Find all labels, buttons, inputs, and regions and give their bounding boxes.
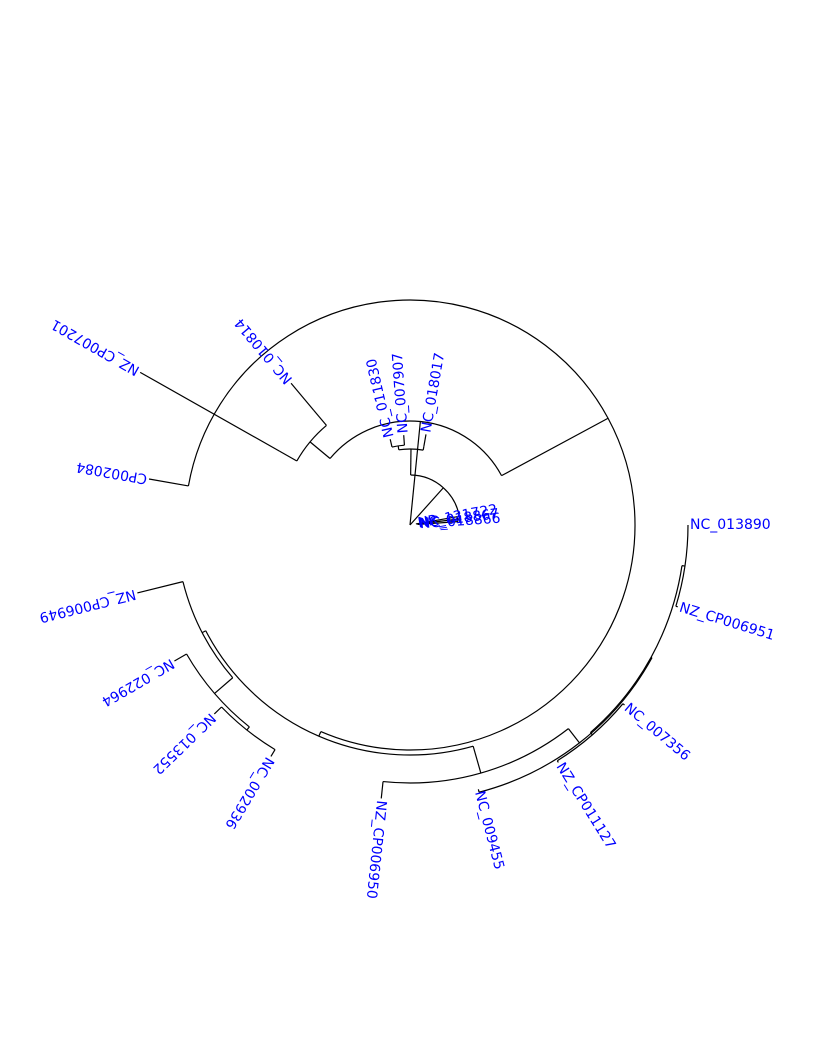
- branch-edge-53: [417, 521, 458, 526]
- leaf-label-nc-018866: NC_018866: [419, 511, 501, 533]
- branch-arc-1: [329, 420, 503, 476]
- leaf-labels: NC_013890 NZ_CP006951 NC_007356 NZ_CP011…: [38, 315, 777, 900]
- branch-edge-21: [213, 706, 222, 715]
- branch-edge-23: [472, 745, 482, 774]
- branch-edge-43: [397, 445, 400, 450]
- branch-edge-26: [567, 728, 580, 744]
- branch-arc-12: [205, 630, 474, 756]
- branch-edge-33: [556, 760, 559, 763]
- branch-edge-10: [148, 478, 189, 487]
- branch-arc-9: [187, 299, 636, 751]
- leaf-label-nz-cp006949: NZ_CP006949: [38, 586, 138, 625]
- branch-edge-5: [290, 382, 315, 411]
- branch-arc-27: [478, 657, 653, 793]
- branch-edge-28: [477, 789, 480, 793]
- branch-edge-13: [201, 630, 207, 634]
- branch-arc-44: [391, 444, 405, 448]
- branch-arc-36: [675, 524, 689, 607]
- branch-edge-18: [174, 653, 187, 662]
- leaf-label-nc-013890: NC_013890: [690, 517, 771, 533]
- branch-edge-16: [214, 677, 234, 694]
- leaf-label-nz-cp011127: NZ_CP011127: [553, 760, 619, 852]
- branch-edge-39: [409, 487, 444, 526]
- leaf-label-nc-018017: NC_018017: [418, 352, 448, 434]
- leaf-label-nc-007907: NC_007907: [390, 352, 412, 434]
- branch-edge-8: [501, 417, 609, 477]
- branch-edge-51: [415, 516, 458, 525]
- leaf-label-cp002084: CP002084: [75, 458, 148, 486]
- branch-arc-42: [398, 448, 424, 451]
- leaf-label-nz-cp006951: NZ_CP006951: [677, 600, 776, 644]
- branch-arc-20: [221, 706, 276, 751]
- leaf-label-nc-002936: NC_002936: [221, 754, 276, 831]
- branch-edge-6: [279, 450, 298, 462]
- branch-arc-14: [182, 581, 234, 679]
- branch-arc-40: [410, 474, 461, 519]
- leaf-label-nz-cp006950: NZ_CP006950: [363, 800, 389, 900]
- branch-edge-11: [318, 731, 322, 737]
- branch-arc-17: [186, 653, 250, 728]
- branch-edge-25: [380, 781, 384, 799]
- branch-edge-37: [675, 605, 678, 608]
- leaf-label-nz-cp007201: NZ_CP007201: [49, 316, 143, 379]
- branch-arc-30: [590, 565, 683, 734]
- branch-arc-32: [557, 703, 624, 762]
- branch-arc-24: [382, 728, 569, 784]
- branch-edge-34: [622, 703, 625, 706]
- leaf-label-nc-009455: NC_009455: [471, 789, 507, 871]
- branch-arc-3: [296, 424, 327, 462]
- leaf-label-nc-022964: NC_022964: [99, 655, 177, 709]
- branch-edge-15: [137, 581, 184, 594]
- branch-edge-47: [422, 446, 425, 451]
- branch-edge-7: [139, 371, 280, 452]
- leaf-label-nc-007356: NC_007356: [621, 700, 693, 764]
- branch-edge-0: [409, 421, 421, 526]
- tree-branches: [137, 299, 689, 799]
- branch-edge-19: [246, 726, 250, 731]
- branch-edge-48: [423, 434, 427, 447]
- leaf-label-nc-013552: NC_013552: [149, 710, 218, 778]
- branch-edge-4: [313, 409, 327, 426]
- branch-edge-52: [416, 518, 458, 525]
- branch-edge-46: [403, 435, 406, 446]
- branch-edge-45: [389, 439, 393, 448]
- branch-edge-22: [270, 749, 276, 757]
- branch-edge-2: [309, 441, 331, 459]
